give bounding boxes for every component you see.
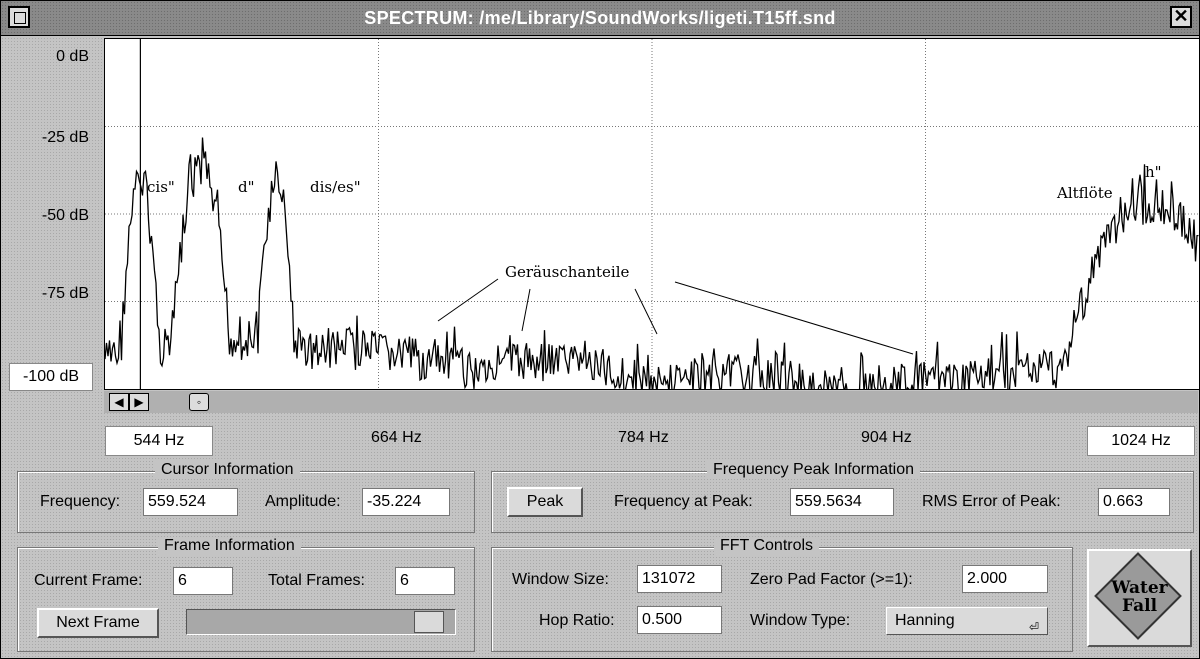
window-size-label: Window Size:: [512, 571, 609, 588]
window-size-field[interactable]: 131072: [637, 565, 722, 593]
annotation-cis: cis": [147, 178, 175, 196]
current-frame-field[interactable]: 6: [173, 567, 233, 595]
zero-pad-label: Zero Pad Factor (>=1):: [750, 571, 913, 588]
y-label-75: -75 dB: [41, 285, 89, 302]
amplitude-label: Amplitude:: [265, 493, 341, 510]
y-label-25: -25 dB: [41, 129, 89, 146]
frequency-label: Frequency:: [40, 493, 121, 510]
waterfall-label-line2: Fall: [1121, 596, 1158, 616]
spectrum-plot[interactable]: cis" d" dis/es" Geräuschanteile Altflöte…: [104, 38, 1200, 390]
total-frames-field[interactable]: 6: [395, 567, 455, 595]
annotation-d: d": [238, 178, 255, 196]
frame-slider[interactable]: [186, 609, 456, 635]
cursor-info-group: Cursor Information Frequency: 559.524 Am…: [17, 461, 475, 533]
total-frames-label: Total Frames:: [268, 572, 365, 589]
waterfall-label: Water Fall: [1089, 579, 1190, 615]
annotation-noise: Geräuschanteile: [505, 263, 630, 281]
rms-label: RMS Error of Peak:: [922, 493, 1061, 510]
annotation-lines: [437, 278, 914, 355]
rms-field[interactable]: 0.663: [1098, 488, 1170, 516]
y-label-0: 0 dB: [56, 48, 89, 65]
window-type-select[interactable]: Hanning ⏎: [886, 607, 1048, 635]
freq-at-peak-field[interactable]: 559.5634: [790, 488, 894, 516]
window-type-value: Hanning: [895, 612, 955, 629]
cursor-info-title: Cursor Information: [155, 461, 300, 479]
window-type-label: Window Type:: [750, 612, 851, 629]
waterfall-label-line1: Water: [1111, 578, 1168, 598]
fft-controls-group: FFT Controls Window Size: 131072 Zero Pa…: [491, 537, 1073, 652]
plot-scrollbar[interactable]: ◀ ▶ ◦: [104, 391, 1198, 413]
zero-pad-field[interactable]: 2.000: [962, 565, 1048, 593]
title-bar[interactable]: SPECTRUM: /me/Library/SoundWorks/ligeti.…: [1, 1, 1199, 36]
x-label-904: 904 Hz: [861, 429, 912, 446]
frequency-field[interactable]: 559.524: [143, 488, 238, 516]
x-label-784: 784 Hz: [618, 429, 669, 446]
annotation-dis: dis/es": [310, 178, 361, 196]
amplitude-field[interactable]: -35.224: [362, 488, 450, 516]
current-frame-label: Current Frame:: [34, 572, 143, 589]
y-label-bottom[interactable]: -100 dB: [9, 363, 93, 391]
peak-info-group: Frequency Peak Information Peak Frequenc…: [491, 461, 1194, 533]
frame-info-group: Frame Information Current Frame: 6 Total…: [17, 537, 475, 652]
next-frame-button[interactable]: Next Frame: [37, 608, 159, 638]
hop-ratio-label: Hop Ratio:: [539, 612, 615, 629]
scroll-right-icon[interactable]: ▶: [129, 393, 149, 411]
y-label-50: -50 dB: [41, 207, 89, 224]
x-label-664: 664 Hz: [371, 429, 422, 446]
zoom-icon[interactable]: ◦: [189, 393, 209, 411]
peak-button[interactable]: Peak: [507, 487, 583, 517]
annotation-h: h": [1145, 163, 1162, 181]
annotation-altfloete: Altflöte: [1057, 184, 1113, 202]
fft-controls-title: FFT Controls: [714, 537, 820, 555]
peak-info-title: Frequency Peak Information: [707, 461, 920, 479]
x-label-right[interactable]: 1024 Hz: [1087, 426, 1195, 456]
frame-info-title: Frame Information: [158, 537, 301, 555]
frame-slider-thumb[interactable]: [414, 611, 444, 633]
window-title: SPECTRUM: /me/Library/SoundWorks/ligeti.…: [364, 8, 836, 28]
x-label-left[interactable]: 544 Hz: [105, 426, 213, 456]
window-menu-button[interactable]: [8, 6, 30, 28]
plot-grid: [105, 39, 1199, 389]
spectrum-curve: [105, 137, 1199, 389]
hop-ratio-field[interactable]: 0.500: [637, 606, 722, 634]
dropdown-arrow-icon: ⏎: [1028, 620, 1039, 634]
scroll-left-icon[interactable]: ◀: [109, 393, 129, 411]
close-icon[interactable]: ✕: [1170, 6, 1192, 28]
waterfall-button[interactable]: Water Fall: [1087, 549, 1192, 647]
spectrum-svg: [105, 39, 1199, 389]
freq-at-peak-label: Frequency at Peak:: [614, 493, 753, 510]
